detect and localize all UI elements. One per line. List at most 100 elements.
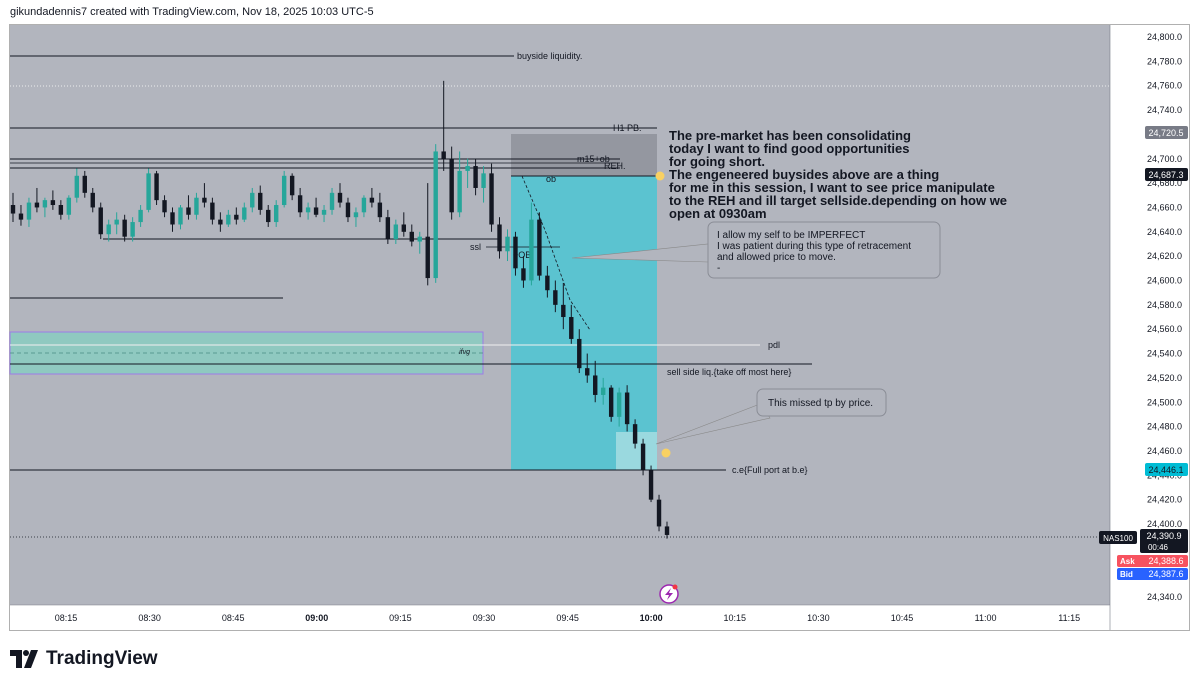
lightbulb-icon-2 xyxy=(661,448,671,458)
candle-body xyxy=(577,338,582,369)
candle-body xyxy=(441,151,446,159)
candle-body xyxy=(545,275,550,291)
candle-body xyxy=(624,392,630,425)
ce-price-badge: 24,446.1 xyxy=(1148,465,1183,475)
candle-body xyxy=(50,200,56,206)
candle-body xyxy=(266,209,271,223)
last-price-badge: 24,390.9 xyxy=(1146,531,1181,541)
price-tick-label: 24,460.0 xyxy=(1147,446,1182,456)
buyside-liquidity-label: buyside liquidity. xyxy=(517,51,582,61)
time-tick-label: 09:45 xyxy=(556,613,579,623)
bid-price: 24,387.6 xyxy=(1148,569,1183,579)
replay-alert-dot xyxy=(672,584,678,590)
candle-body xyxy=(305,207,311,213)
candle-body xyxy=(98,207,103,235)
reh-label: REH. xyxy=(604,161,626,171)
candle-body xyxy=(226,214,231,225)
price-tick-label: 24,700.0 xyxy=(1147,154,1182,164)
ce-price-badge-bg xyxy=(1145,463,1188,476)
candle-body xyxy=(122,219,127,237)
candle-body xyxy=(385,217,391,240)
projection-path xyxy=(521,175,591,331)
time-tick-label: 08:45 xyxy=(222,613,245,623)
price-tick-label: 24,580.0 xyxy=(1147,300,1182,310)
candle-body xyxy=(585,368,590,376)
candle-body xyxy=(529,219,534,281)
candle-body xyxy=(537,219,542,276)
candle-body xyxy=(561,304,566,318)
price-tick-label: 24,340.0 xyxy=(1147,592,1182,602)
tradingview-logo-text: TradingView xyxy=(46,648,158,669)
time-tick-label: 09:15 xyxy=(389,613,412,623)
ssl-label: ssl xyxy=(470,242,481,252)
candle-body xyxy=(58,205,64,215)
candle-body xyxy=(26,202,32,220)
replay-lightning-bolt xyxy=(665,588,673,600)
chart-header-text: gikundadennis7 created with TradingView.… xyxy=(10,6,374,18)
candle-body xyxy=(202,197,207,203)
symbol-badge: NAS100 xyxy=(1103,534,1133,543)
candle-body xyxy=(361,197,367,213)
candle-body xyxy=(616,392,622,417)
price-tick-label: 24,800.0 xyxy=(1147,32,1182,42)
candle-body xyxy=(154,173,159,201)
price-tick-label: 24,480.0 xyxy=(1147,422,1182,432)
candle-body xyxy=(138,209,143,223)
tradingview-logo[interactable]: TradingView xyxy=(10,648,158,670)
candle-body xyxy=(465,166,470,171)
candle-body xyxy=(521,268,526,281)
bid-label: Bid xyxy=(1120,570,1133,579)
candle-body xyxy=(632,424,638,444)
candle-body xyxy=(481,173,486,188)
candle-body xyxy=(18,213,24,220)
chart-frame xyxy=(9,24,1190,631)
candle-body xyxy=(640,443,646,471)
candle-body xyxy=(186,207,191,215)
price-tick-label: 24,680.0 xyxy=(1147,178,1182,188)
candle-body xyxy=(497,224,502,252)
time-tick-label: 08:15 xyxy=(55,613,78,623)
missed-tp-note: This missed tp by price. xyxy=(768,398,874,409)
candle-body xyxy=(505,236,510,252)
symbol-badge-bg xyxy=(1099,531,1137,544)
price-tick-label: 24,740.0 xyxy=(1147,105,1182,115)
candle-body xyxy=(218,219,223,225)
short-position-zone xyxy=(511,176,657,470)
candle-body xyxy=(608,387,614,417)
lightbulb-icon xyxy=(655,171,665,181)
candle-body xyxy=(210,202,215,220)
candle-body xyxy=(178,207,183,225)
imperfect-callout-box xyxy=(707,221,941,279)
m15ob-label: m15+ob xyxy=(577,154,610,164)
pdl-label: pdl xyxy=(768,340,780,350)
price-tick-label: 24,760.0 xyxy=(1147,81,1182,91)
candle-body xyxy=(329,192,335,210)
h1-price-badge: 24,720.5 xyxy=(1148,128,1183,138)
candle-body xyxy=(82,175,87,193)
h1-price-badge-bg xyxy=(1145,126,1188,139)
candle-body xyxy=(648,470,654,500)
candle-body xyxy=(313,207,319,215)
candle-body xyxy=(42,200,48,208)
candle-body xyxy=(34,202,40,208)
candle-body xyxy=(281,175,287,206)
time-tick-label: 11:00 xyxy=(975,613,997,623)
candle-body xyxy=(10,205,16,214)
price-tick-label: 24,660.0 xyxy=(1147,202,1182,212)
candle-body xyxy=(353,212,359,218)
time-tick-label: 11:15 xyxy=(1058,613,1080,623)
premarket-note: The pre-market has been consolidating to… xyxy=(669,128,1008,221)
time-tick-label: 09:30 xyxy=(473,613,496,623)
candle-body xyxy=(369,197,375,203)
price-tick-label: 24,640.0 xyxy=(1147,227,1182,237)
price-tick-label: 24,400.0 xyxy=(1147,519,1182,529)
candle-body xyxy=(377,202,383,218)
candle-body xyxy=(656,499,662,527)
candle-body xyxy=(258,192,263,210)
candle-body xyxy=(569,317,574,339)
candle-body xyxy=(194,197,199,215)
missed-callout-box xyxy=(756,388,887,417)
candle-body xyxy=(393,224,399,240)
price-tick-label: 24,420.0 xyxy=(1147,495,1182,505)
